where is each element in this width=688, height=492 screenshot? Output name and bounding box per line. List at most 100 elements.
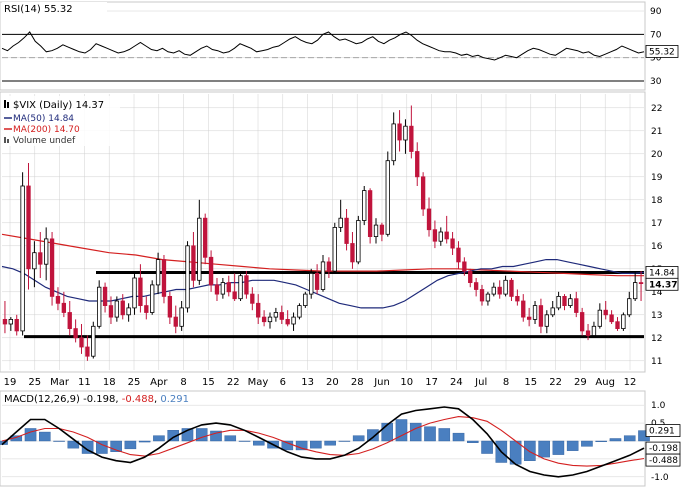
candle [150, 280, 155, 315]
macd-hist-bar [53, 440, 65, 442]
macd-title-bg [2, 392, 202, 404]
candle-body [238, 275, 243, 300]
candle-body [161, 259, 167, 297]
price-tick-label: 19 [651, 173, 663, 183]
macd-hist-bar [595, 440, 607, 442]
candle-body [426, 208, 432, 231]
candle [32, 241, 37, 288]
candle [273, 307, 279, 322]
date-tick-label: 6 [280, 377, 286, 388]
date-tick-label: May [248, 377, 269, 388]
candle-body [550, 307, 555, 316]
candle-body [226, 282, 231, 293]
candle-body [491, 286, 496, 295]
ma50-value-label: 14.84 [649, 268, 675, 278]
candle [214, 278, 220, 301]
candle-body [132, 277, 137, 309]
candlesticks [2, 105, 644, 361]
volume-legend-icon [4, 137, 9, 143]
candle [132, 273, 137, 315]
candle [314, 264, 320, 295]
candle [462, 257, 467, 276]
candle-body [356, 220, 361, 263]
candle [97, 280, 102, 329]
candle-body [102, 286, 108, 307]
macd-hist-bar [224, 435, 237, 442]
candle-body [250, 293, 255, 304]
candle [556, 291, 561, 311]
candle-body [273, 312, 279, 318]
candle [279, 305, 284, 324]
candle [297, 303, 302, 320]
rsi-title-bg [2, 2, 107, 14]
macd-value-label: -0.488 [649, 456, 678, 466]
candle-body [150, 284, 155, 313]
candle [332, 222, 337, 274]
candle-body [627, 298, 632, 316]
candle-body [338, 217, 343, 228]
candle-body [432, 229, 438, 242]
candle [285, 310, 290, 327]
candle-body [2, 318, 8, 325]
candle [615, 317, 620, 331]
candle [420, 172, 426, 216]
date-tick-label: 13 [301, 377, 314, 388]
candle [102, 282, 108, 313]
candle [20, 172, 25, 336]
candle [250, 287, 255, 311]
date-tick-label: 28 [351, 377, 364, 388]
date-tick-label: 8 [180, 377, 186, 388]
candle-body [220, 282, 226, 295]
candle [638, 271, 644, 301]
macd-value-label: 0.291 [649, 427, 675, 437]
candle [191, 232, 196, 288]
candle [544, 310, 549, 334]
vix-legend-icon [4, 100, 9, 108]
candle [585, 324, 591, 341]
candle-body [415, 151, 420, 178]
candle-body [203, 217, 208, 258]
date-tick-label: Apr [150, 377, 168, 388]
price-tick-label: 20 [651, 150, 663, 160]
macd-hist-bar [367, 429, 379, 442]
candle-body [38, 252, 43, 265]
candle [609, 310, 614, 324]
legend-bg [2, 96, 120, 146]
macd-title-hist: 0.291 [160, 394, 189, 405]
candle-body [314, 272, 320, 290]
macd-hist-bar [24, 428, 37, 442]
candle-body [503, 279, 508, 295]
candle [538, 298, 544, 334]
candle-body [279, 312, 284, 320]
date-tick-label: 11 [78, 377, 91, 388]
candle-body [20, 185, 25, 332]
candle [291, 312, 296, 331]
candle-body [32, 252, 37, 270]
candle [403, 119, 408, 154]
candle [173, 305, 178, 334]
candle [562, 294, 567, 311]
macd-title-label: MACD(12,26,9) -0.198, [4, 394, 122, 405]
candle [138, 264, 143, 313]
candle [144, 296, 149, 320]
price-tick-label: 17 [651, 219, 662, 229]
candle [591, 321, 597, 338]
candle-body [114, 300, 120, 318]
candle [49, 232, 55, 306]
rsi-title: RSI(14) 55.32 [4, 4, 73, 15]
candle [450, 232, 455, 255]
price-tick-label: 14 [651, 288, 663, 298]
candle-body [167, 295, 173, 318]
macd-value-box [645, 453, 681, 467]
candle-body [191, 245, 196, 281]
candle [44, 227, 49, 281]
candle [155, 252, 161, 295]
candle-body [515, 295, 520, 302]
candle [8, 317, 14, 331]
candle [226, 275, 231, 297]
date-tick-label: 25 [128, 377, 141, 388]
candle [521, 294, 526, 322]
macd-hist-bar [581, 440, 593, 447]
candle [373, 218, 379, 244]
